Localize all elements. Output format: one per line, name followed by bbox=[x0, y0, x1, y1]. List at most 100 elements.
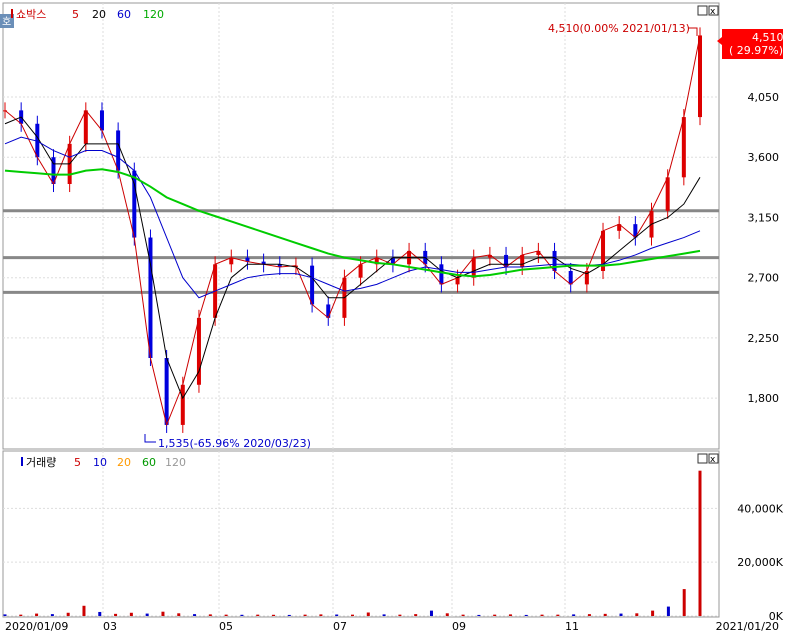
candle-body bbox=[487, 254, 492, 258]
volume-bar bbox=[287, 614, 291, 616]
x-axis-labels: 2020/01/09 03 05 07 09 11 2021/01/20 bbox=[5, 620, 779, 633]
volume-bar bbox=[98, 611, 102, 616]
volume-bar bbox=[477, 614, 481, 616]
candle-body bbox=[601, 230, 606, 271]
volume-bar bbox=[193, 614, 197, 616]
volume-bar bbox=[635, 613, 639, 616]
volume-bar bbox=[129, 612, 133, 616]
candle-body bbox=[617, 224, 622, 231]
candle-body bbox=[665, 177, 670, 211]
price-legend-marker bbox=[11, 9, 13, 18]
price-y-tick-label: 4,050 bbox=[748, 91, 780, 104]
volume-bar bbox=[256, 614, 260, 616]
volume-bar bbox=[572, 614, 576, 616]
candle-body bbox=[229, 257, 234, 265]
volume-bar bbox=[366, 612, 370, 616]
volume-bar bbox=[240, 614, 244, 616]
price-panel-close-button[interactable] bbox=[708, 5, 719, 16]
volume-legend-ma60: 60 bbox=[142, 456, 156, 469]
ma-line-20 bbox=[4, 116, 701, 400]
volume-bar bbox=[208, 614, 212, 616]
candle-body bbox=[455, 277, 460, 285]
current-price-label: 4,510 bbox=[752, 31, 784, 44]
candle-body bbox=[584, 271, 589, 285]
candle-body bbox=[390, 257, 395, 265]
volume-bar bbox=[461, 614, 465, 616]
volume-bar bbox=[177, 613, 181, 616]
candle-body bbox=[471, 257, 476, 278]
volume-bar bbox=[351, 614, 354, 616]
volume-bar bbox=[414, 614, 418, 616]
volume-panel-close-button[interactable] bbox=[708, 453, 719, 464]
volume-bar bbox=[429, 610, 433, 616]
volume-y-tick-label: 20,000K bbox=[737, 556, 783, 569]
candle-body bbox=[374, 257, 379, 265]
volume-bar bbox=[161, 611, 165, 616]
volume-bar bbox=[66, 612, 70, 616]
volume-bar bbox=[319, 614, 323, 616]
candle-body bbox=[439, 264, 444, 285]
x-tick-label: 03 bbox=[103, 620, 117, 633]
volume-y-tick-label: 0K bbox=[769, 610, 784, 623]
price-legend-title: 쇼박스 bbox=[16, 8, 46, 21]
price-panel-restore-button[interactable] bbox=[697, 5, 708, 16]
price-legend-ma20: 20 bbox=[92, 8, 106, 21]
candle-body bbox=[698, 35, 702, 118]
close-icon: x bbox=[710, 7, 716, 17]
price-y-tick-label: 2,250 bbox=[748, 332, 780, 345]
candle-body bbox=[536, 250, 541, 255]
volume-bar bbox=[540, 614, 544, 616]
volume-bar bbox=[682, 589, 686, 616]
candle-body bbox=[358, 264, 363, 278]
volume-bar bbox=[619, 613, 623, 616]
volume-bar bbox=[50, 614, 54, 616]
candle-body bbox=[277, 264, 282, 267]
legend-settings-icon[interactable] bbox=[0, 14, 14, 28]
current-change-label: ( 29.97%) bbox=[729, 44, 783, 57]
low-annotation-leader bbox=[144, 434, 156, 443]
candle-body bbox=[504, 254, 509, 267]
volume-legend-marker bbox=[21, 457, 23, 466]
volume-bar bbox=[698, 470, 702, 616]
volume-bar bbox=[19, 614, 23, 616]
volume-bars bbox=[3, 470, 702, 616]
volume-bar bbox=[382, 614, 386, 616]
candle-body bbox=[520, 254, 525, 267]
price-y-tick-label: 3,150 bbox=[748, 211, 780, 224]
high-annotation: 4,510(0.00% 2021/01/13) bbox=[548, 22, 690, 35]
volume-bar bbox=[493, 614, 497, 616]
volume-bar bbox=[524, 614, 528, 616]
candle-body bbox=[552, 250, 557, 271]
close-icon: x bbox=[710, 455, 716, 465]
volume-bar bbox=[508, 614, 512, 616]
price-legend-ma120: 120 bbox=[143, 8, 164, 21]
candle-body bbox=[261, 261, 266, 265]
candle-body bbox=[196, 317, 201, 385]
high-annotation-leader bbox=[688, 27, 698, 36]
volume-legend-ma5: 5 bbox=[74, 456, 81, 469]
x-tick-label: 05 bbox=[219, 620, 233, 633]
candle-body bbox=[164, 358, 169, 425]
candle-body bbox=[116, 130, 121, 171]
x-tick-label: 2020/01/09 bbox=[5, 620, 68, 633]
volume-bar bbox=[145, 613, 149, 616]
volume-legend-ma20: 20 bbox=[117, 456, 131, 469]
volume-bar bbox=[335, 614, 339, 616]
price-y-tick-label: 2,700 bbox=[748, 272, 780, 285]
volume-panel-frame bbox=[2, 450, 720, 618]
candle-body bbox=[568, 271, 573, 285]
y-axis-labels: 4,050 3,600 3,150 2,700 2,250 1,800 40,000K 20,… bbox=[737, 91, 783, 623]
price-legend-ma60: 60 bbox=[117, 8, 131, 21]
volume-panel-restore-button[interactable] bbox=[697, 453, 708, 464]
candle-body bbox=[35, 123, 40, 158]
volume-bar bbox=[303, 614, 307, 616]
candle-body bbox=[326, 304, 331, 318]
volume-y-tick-label: 40,000K bbox=[737, 502, 783, 515]
volume-bar bbox=[666, 606, 670, 616]
volume-bar bbox=[114, 613, 118, 616]
candle-body bbox=[681, 117, 686, 178]
x-tick-label: 2021/01/20 bbox=[716, 620, 779, 633]
price-y-tick-label: 3,600 bbox=[748, 151, 780, 164]
volume-legend-title: 거래량 bbox=[26, 456, 56, 469]
